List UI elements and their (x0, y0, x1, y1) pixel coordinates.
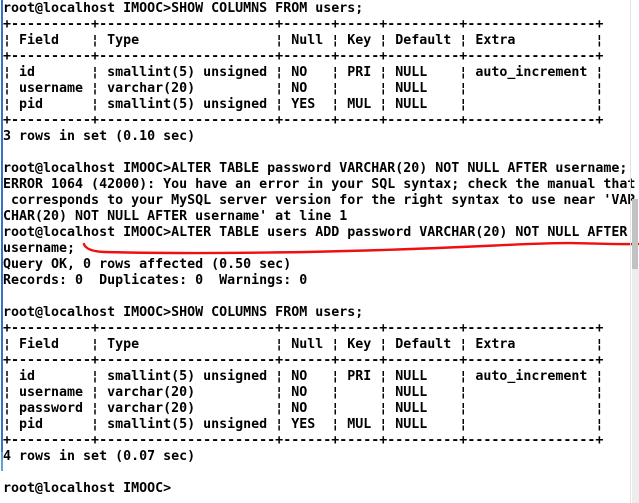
terminal-line: Query OK, 0 rows affected (0.50 sec) (3, 257, 292, 272)
terminal-line: +----------+----------------------+-----… (3, 17, 604, 32)
terminal-line: ¦ username ¦ varchar(20) ¦ NO ¦ ¦ NULL ¦… (3, 81, 604, 96)
terminal-line: +----------+----------------------+-----… (3, 49, 604, 64)
terminal-line: CHAR(20) NOT NULL AFTER username' at lin… (3, 209, 348, 224)
terminal-line: ¦ username ¦ varchar(20) ¦ NO ¦ ¦ NULL ¦… (3, 385, 604, 400)
terminal-line (3, 145, 639, 161)
terminal-line: ¦ pid ¦ smallint(5) unsigned ¦ YES ¦ MUL… (3, 417, 604, 432)
left-edge-border-lower (1, 452, 3, 471)
terminal-line: +----------+----------------------+-----… (3, 321, 604, 336)
scrollbar-thumb[interactable] (632, 199, 638, 269)
terminal-line: +----------+----------------------+-----… (3, 353, 604, 368)
scrollbar-track[interactable] (632, 269, 639, 503)
terminal-line: root@localhost IMOOC> (3, 481, 172, 496)
terminal-line (3, 465, 639, 481)
terminal-line: ERROR 1064 (42000): You have an error in… (3, 177, 636, 192)
terminal-line: username; (3, 241, 76, 256)
terminal-line: ¦ password ¦ varchar(20) ¦ NO ¦ ¦ NULL ¦… (3, 401, 604, 416)
terminal-line: ¦ id ¦ smallint(5) unsigned ¦ NO ¦ PRI ¦… (3, 369, 604, 384)
terminal-line: +----------+----------------------+-----… (3, 433, 604, 448)
terminal-line (3, 289, 639, 305)
terminal-line: Records: 0 Duplicates: 0 Warnings: 0 (3, 273, 308, 288)
terminal-line: ¦ Field ¦ Type ¦ Null ¦ Key ¦ Default ¦ … (3, 337, 604, 352)
terminal-line: corresponds to your MySQL server version… (3, 193, 636, 208)
terminal-line: ¦ Field ¦ Type ¦ Null ¦ Key ¦ Default ¦ … (3, 33, 604, 48)
terminal-line: 3 rows in set (0.10 sec) (3, 129, 196, 144)
terminal-line: ¦ id ¦ smallint(5) unsigned ¦ NO ¦ PRI ¦… (3, 65, 604, 80)
left-edge-border (1, 0, 3, 452)
terminal-line: 4 rows in set (0.07 sec) (3, 449, 196, 464)
terminal-line: root@localhost IMOOC>ALTER TABLE passwor… (3, 161, 628, 176)
terminal-line: root@localhost IMOOC>SHOW COLUMNS FROM u… (3, 305, 364, 320)
terminal-line: root@localhost IMOOC>ALTER TABLE users A… (3, 225, 628, 240)
terminal-line: +----------+----------------------+-----… (3, 113, 604, 128)
scrollbar-divider-line (630, 0, 631, 503)
terminal-line: root@localhost IMOOC>SHOW COLUMNS FROM u… (3, 1, 364, 16)
terminal-line: ¦ pid ¦ smallint(5) unsigned ¦ YES ¦ MUL… (3, 97, 604, 112)
